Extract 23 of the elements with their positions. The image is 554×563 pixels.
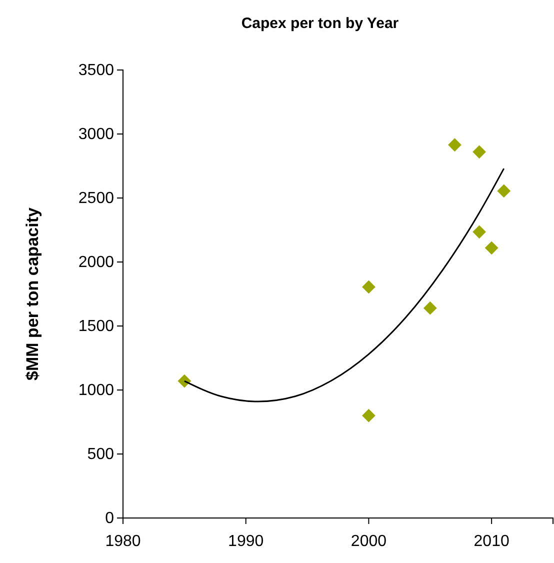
point (423, 301, 437, 315)
y-tick-label: 500 (87, 446, 114, 464)
y-axis-title: $MM per ton capacity (23, 207, 42, 380)
y-tick-label: 3000 (78, 126, 114, 144)
x-tick-label: 2000 (350, 533, 387, 550)
y-tick-label: 1500 (78, 318, 114, 336)
y-tick-label: 2000 (78, 254, 114, 272)
x-tick-label: 1980 (105, 533, 141, 550)
x-tick-label: 2010 (474, 533, 510, 550)
y-tick-label: 1000 (78, 382, 114, 400)
y-tick-label: 0 (105, 510, 114, 528)
x-tick-label: 1990 (228, 533, 264, 550)
point (472, 145, 486, 159)
y-tick-label: 3500 (78, 62, 114, 80)
point (497, 184, 511, 198)
chart-title: Capex per ton by Year (241, 15, 399, 32)
point (178, 374, 192, 388)
point (448, 138, 462, 152)
point (362, 408, 376, 422)
point (472, 225, 486, 239)
point (484, 241, 498, 255)
point (362, 280, 376, 294)
y-tick-label: 2500 (78, 190, 114, 208)
